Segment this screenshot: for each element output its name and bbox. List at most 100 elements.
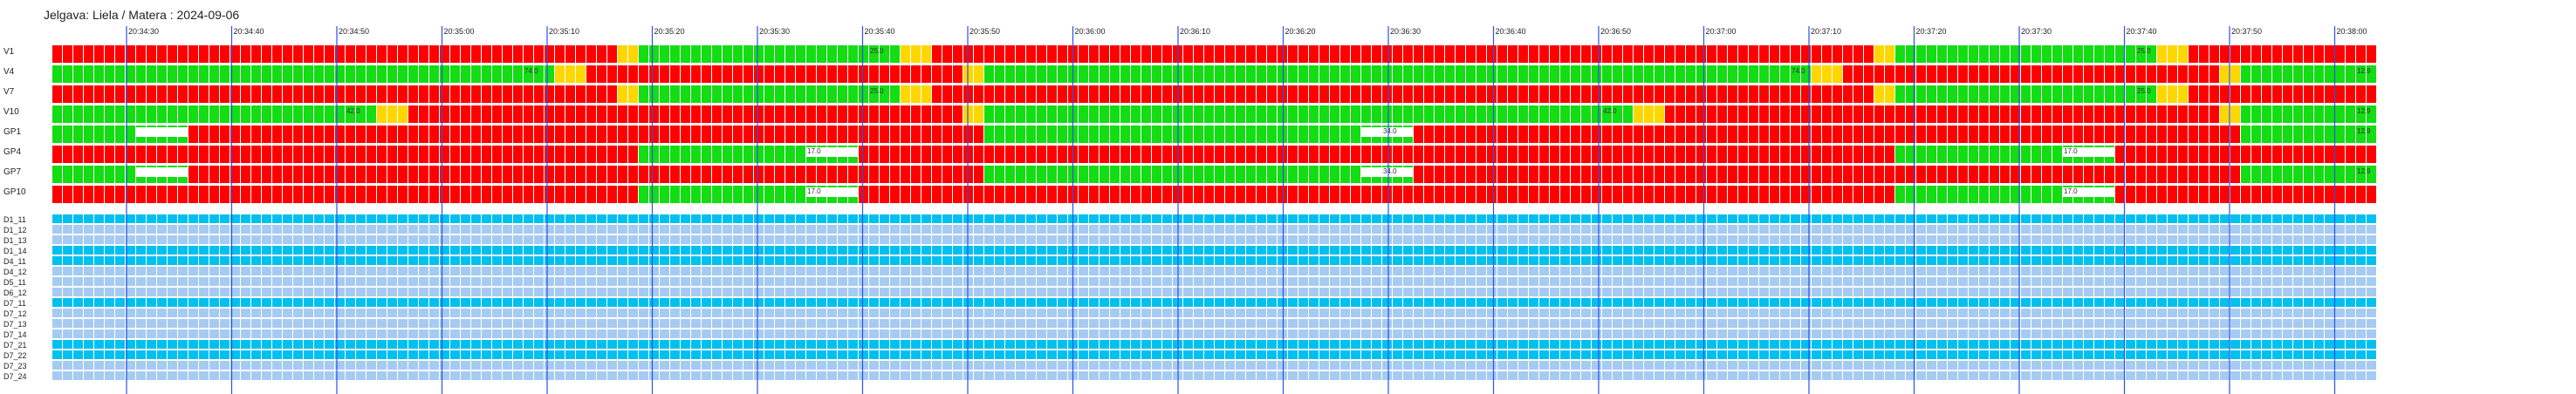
detector-cell xyxy=(764,350,774,359)
signal-cell xyxy=(2094,105,2104,123)
detector-cell xyxy=(2126,309,2135,317)
detector-cell xyxy=(1749,288,1758,296)
detector-cell xyxy=(1927,225,1936,234)
detector-row-label-d1-14: D1_14 xyxy=(3,247,27,255)
detector-cell xyxy=(565,340,575,349)
signal-cell xyxy=(1225,45,1235,63)
signal-cell xyxy=(1110,45,1120,63)
signal-value-label: 25.0 xyxy=(2137,47,2151,55)
detector-cell xyxy=(1518,235,1528,244)
detector-cell xyxy=(471,288,481,296)
detector-cell xyxy=(1131,256,1141,265)
signal-cell xyxy=(450,166,460,183)
detector-cell xyxy=(2157,298,2167,307)
detector-cell xyxy=(262,235,271,244)
detector-cell xyxy=(1414,277,1423,286)
detector-cell xyxy=(1298,288,1308,296)
signal-cell xyxy=(607,85,617,103)
detector-cell xyxy=(534,340,544,349)
detector-cell xyxy=(827,246,837,255)
detector-cell xyxy=(1288,256,1298,265)
detector-cell xyxy=(660,309,669,317)
detector-cell xyxy=(764,225,774,234)
signal-cell xyxy=(545,105,554,123)
signal-cell xyxy=(806,105,816,123)
detector-cell xyxy=(921,298,931,307)
detector-cell xyxy=(387,319,397,328)
detector-cell xyxy=(869,225,879,234)
detector-cell xyxy=(377,246,387,255)
signal-cell xyxy=(503,126,512,143)
detector-cell xyxy=(356,288,366,296)
detector-cell xyxy=(94,235,104,244)
detector-cell xyxy=(869,350,879,359)
signal-cell xyxy=(1351,126,1360,143)
signal-cell xyxy=(2094,85,2104,103)
detector-cell xyxy=(1853,340,1863,349)
signal-cell xyxy=(670,146,680,163)
signal-cell xyxy=(1089,126,1099,143)
signal-cell xyxy=(1131,146,1141,163)
signal-cell xyxy=(1822,146,1832,163)
detector-cell xyxy=(1456,329,1465,338)
detector-cell xyxy=(2220,329,2230,338)
detector-cell xyxy=(1026,340,1036,349)
detector-cell xyxy=(743,246,753,255)
detector-cell xyxy=(2335,288,2345,296)
signal-cell xyxy=(1435,146,1444,163)
signal-cell xyxy=(105,146,114,163)
signal-cell xyxy=(1592,126,1601,143)
detector-cell xyxy=(293,288,303,296)
detector-cell xyxy=(2157,340,2167,349)
signal-cell xyxy=(503,45,512,63)
detector-cell xyxy=(1675,309,1685,317)
detector-cell xyxy=(1916,214,1926,223)
signal-cell xyxy=(670,85,680,103)
detector-cell xyxy=(1623,340,1633,349)
detector-cell xyxy=(639,309,648,317)
detector-cell xyxy=(1298,309,1308,317)
detector-cell xyxy=(1162,288,1172,296)
detector-cell xyxy=(1225,246,1235,255)
signal-cell xyxy=(859,166,868,183)
detector-cell xyxy=(84,329,93,338)
detector-cell xyxy=(1183,309,1193,317)
detector-cell xyxy=(796,288,805,296)
detector-cell xyxy=(126,256,135,265)
detector-cell xyxy=(1089,214,1099,223)
signal-cell xyxy=(1246,166,1256,183)
detector-cell xyxy=(115,329,125,338)
detector-cell xyxy=(147,361,156,370)
detector-cell xyxy=(503,235,512,244)
detector-cell xyxy=(1990,225,1999,234)
detector-cell xyxy=(649,214,659,223)
detector-cell xyxy=(157,277,167,286)
detector-cell xyxy=(534,298,544,307)
signal-cell xyxy=(1309,65,1319,83)
signal-cell xyxy=(1393,105,1402,123)
detector-cell xyxy=(1183,298,1193,307)
detector-cell xyxy=(2346,256,2355,265)
detector-cell xyxy=(429,319,439,328)
signal-cell xyxy=(1749,85,1758,103)
detector-cell xyxy=(1843,319,1853,328)
signal-value-label: 17.0 xyxy=(807,147,821,155)
detector-cell xyxy=(52,361,62,370)
detector-cell xyxy=(1267,246,1277,255)
signal-cell xyxy=(1005,166,1015,183)
signal-cell xyxy=(1267,85,1277,103)
detector-cell xyxy=(2293,256,2303,265)
signal-cell xyxy=(984,85,994,103)
signal-cell xyxy=(880,85,889,103)
signal-cell xyxy=(220,105,230,123)
detector-cell xyxy=(733,225,743,234)
detector-cell xyxy=(1895,340,1905,349)
signal-cell xyxy=(681,85,690,103)
detector-cell xyxy=(220,214,230,223)
signal-cell xyxy=(1508,85,1518,103)
signal-cell xyxy=(1026,105,1036,123)
detector-cell xyxy=(1990,246,1999,255)
detector-cell xyxy=(461,319,470,328)
signal-cell xyxy=(785,166,795,183)
detector-cell xyxy=(1236,298,1245,307)
